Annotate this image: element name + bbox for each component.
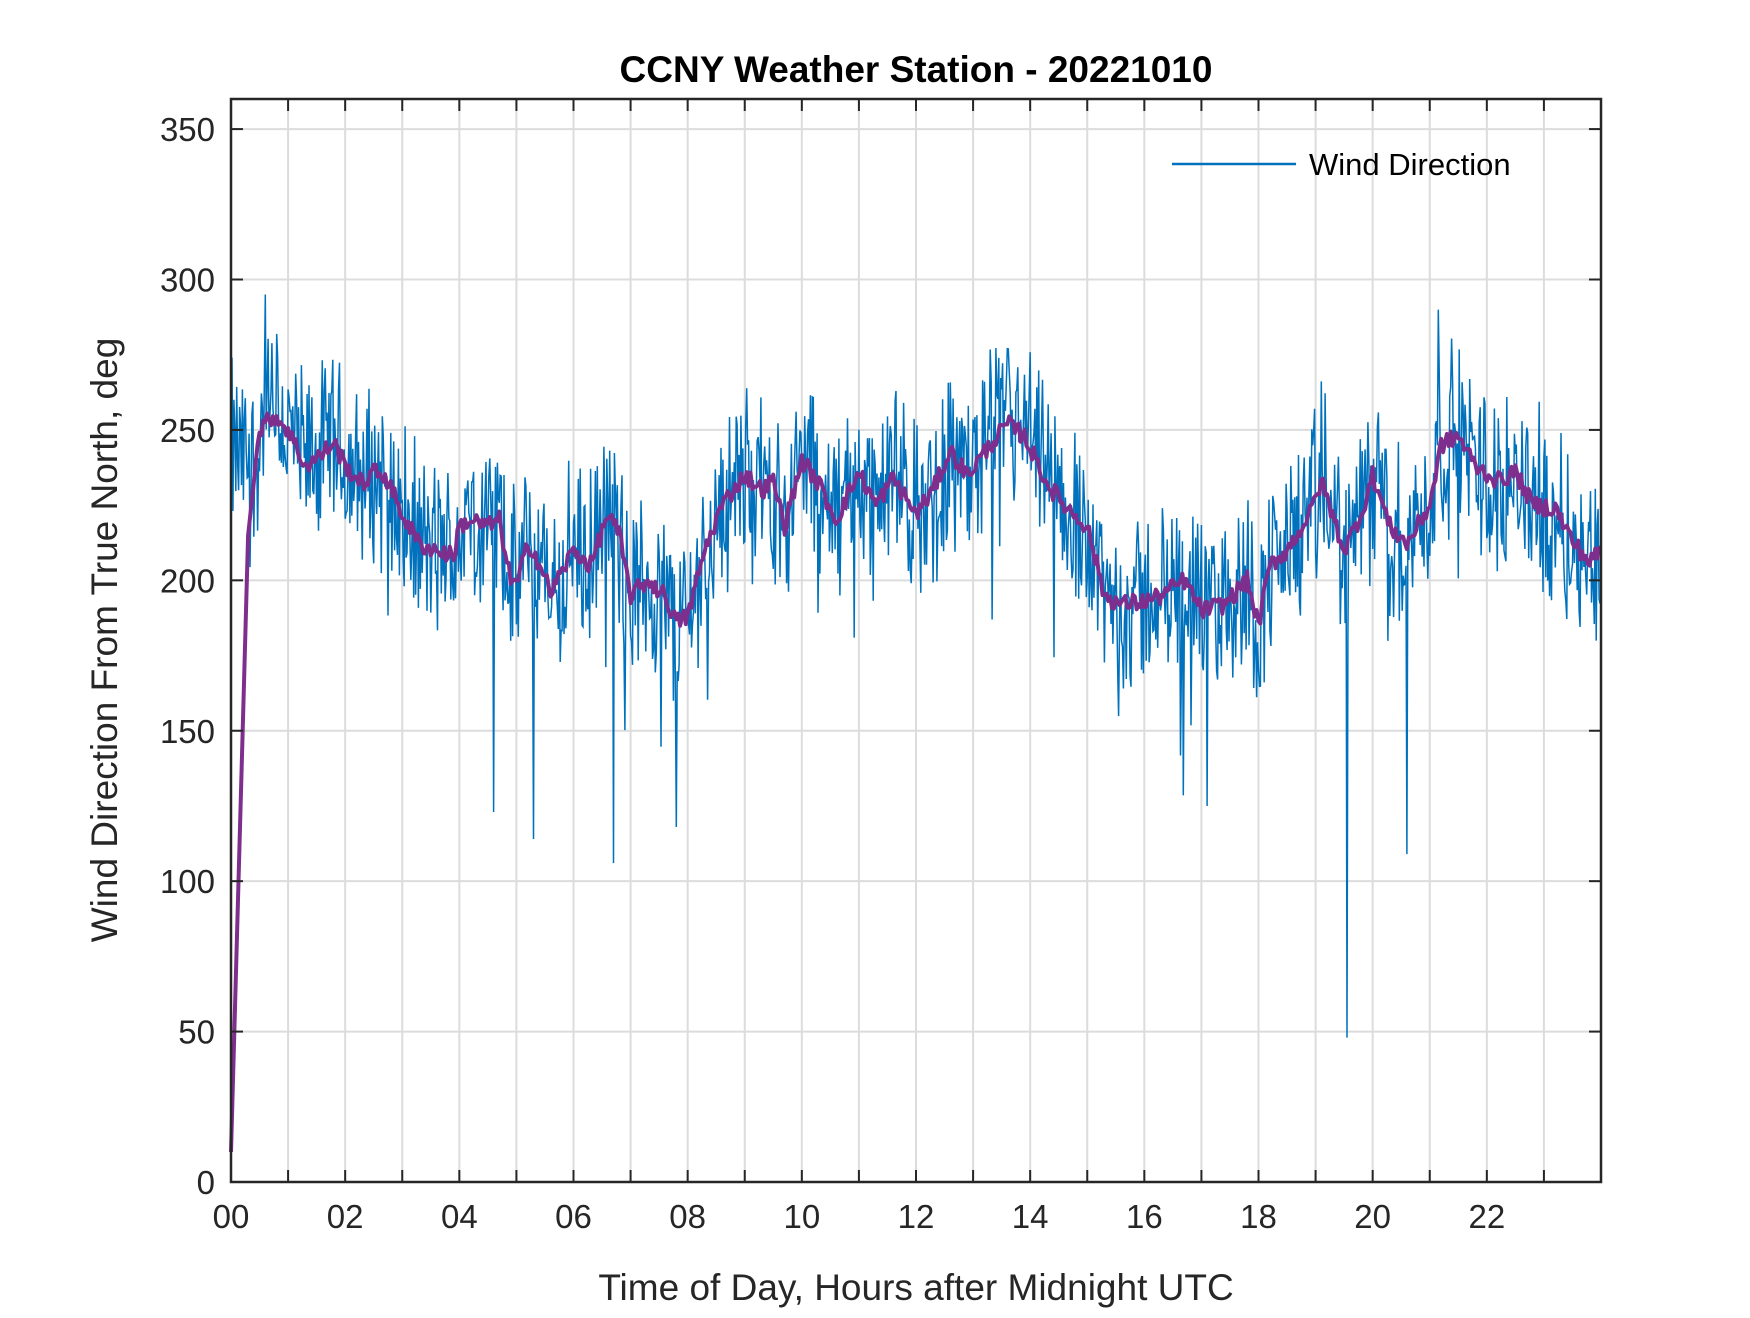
legend-label-wind-direction: Wind Direction [1309,147,1511,182]
x-tick-label: 06 [555,1198,592,1235]
x-tick-label: 12 [898,1198,935,1235]
y-axis-label: Wind Direction From True North, deg [84,338,125,943]
chart-title: CCNY Weather Station - 20221010 [620,49,1213,90]
x-tick-label: 14 [1012,1198,1049,1235]
x-axis-label: Time of Day, Hours after Midnight UTC [598,1267,1233,1308]
y-tick-label: 100 [160,863,215,900]
y-tick-label: 350 [160,111,215,148]
tick-labels: 0 50 100 150 200 250 300 350 00 02 04 06 08 10 12 14 16 1… [160,111,1505,1235]
x-tick-label: 04 [441,1198,478,1235]
x-tick-label: 10 [783,1198,820,1235]
axes-box [229,97,1603,1184]
x-tick-label: 18 [1240,1198,1277,1235]
y-tick-label: 150 [160,713,215,750]
y-tick-label: 300 [160,262,215,299]
x-tick-label: 02 [327,1198,364,1235]
y-tick-label: 250 [160,412,215,449]
y-tick-label: 0 [197,1164,215,1201]
x-tick-label: 20 [1354,1198,1391,1235]
x-tick-label: 08 [669,1198,706,1235]
x-tick-label: 16 [1126,1198,1163,1235]
y-tick-label: 200 [160,562,215,599]
plot-area [229,294,1602,1152]
axes-frame [229,97,1603,1184]
y-tick-label: 50 [178,1014,215,1051]
x-tick-label: 22 [1468,1198,1505,1235]
x-tick-label: 00 [213,1198,250,1235]
grid-lines [231,99,1601,1182]
legend: Wind Direction [1172,147,1511,182]
moving-average-series-line [229,411,1602,1152]
